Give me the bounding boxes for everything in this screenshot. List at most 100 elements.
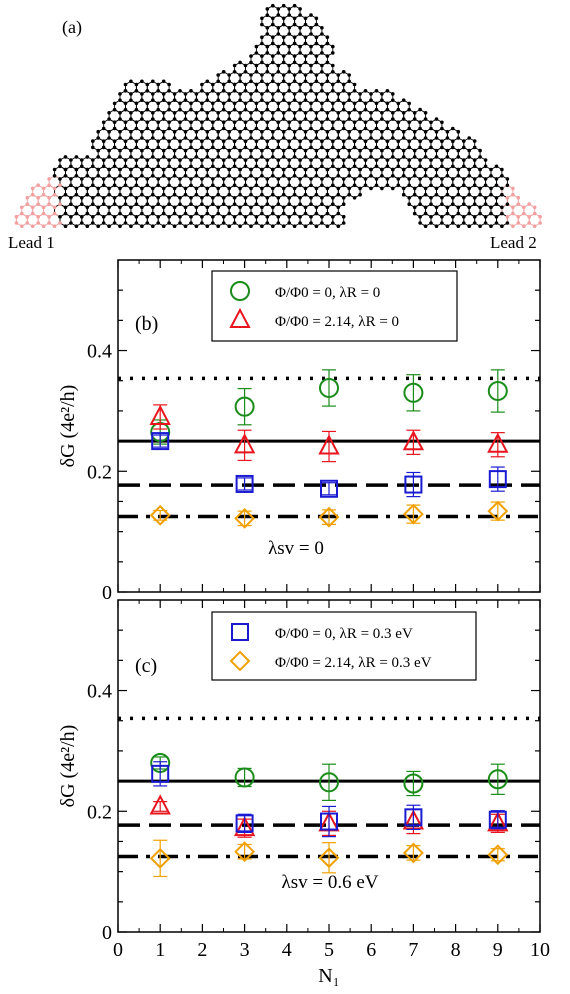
lattice-atom — [293, 206, 297, 210]
lattice-atom — [293, 187, 297, 191]
lattice-atom — [189, 177, 193, 181]
lattice-hexagon — [235, 214, 246, 227]
lattice-atom — [151, 98, 155, 102]
lattice-atom — [222, 83, 226, 87]
lattice-atom — [424, 130, 428, 134]
lattice-atom — [113, 215, 117, 219]
lattice-atom — [446, 212, 450, 216]
lattice-atom — [156, 139, 160, 143]
lattice-atom — [184, 206, 188, 210]
lattice-atom — [320, 32, 324, 36]
lattice-atom — [473, 196, 477, 200]
lattice-atom — [418, 108, 422, 112]
lattice-atom — [282, 4, 286, 8]
lattice-atom — [277, 102, 281, 106]
lattice-atom — [287, 184, 291, 188]
lattice-atom — [293, 17, 297, 21]
lattice-atom — [304, 42, 308, 46]
lattice-atom — [129, 117, 133, 121]
lattice-atom — [277, 45, 281, 49]
lattice-atom — [326, 92, 330, 96]
lattice-atom — [337, 193, 341, 197]
lattice-atom — [358, 187, 362, 191]
lattice-atom — [298, 70, 302, 74]
lattice-atom — [342, 215, 346, 219]
lattice-atom — [287, 51, 291, 55]
lattice-atom — [424, 111, 428, 115]
lattice-atom — [309, 165, 313, 169]
lattice-atom — [178, 102, 182, 106]
lattice-atom — [140, 168, 144, 172]
lattice-atom — [467, 193, 471, 197]
lattice-atom — [233, 70, 237, 74]
lattice-atom — [304, 136, 308, 140]
lattice-atom — [457, 168, 461, 172]
lattice-atom — [266, 165, 270, 169]
lattice-atom — [255, 127, 259, 131]
lattice-atom — [249, 155, 253, 159]
lattice-atom — [156, 127, 160, 131]
lattice-atom — [407, 127, 411, 131]
lattice-atom — [304, 206, 308, 210]
lattice-atom — [140, 136, 144, 140]
lattice-atom — [331, 158, 335, 162]
lattice-atom — [358, 92, 362, 96]
lattice-atom — [457, 187, 461, 191]
lattice-atom — [397, 184, 401, 188]
lattice-atom — [86, 206, 90, 210]
lattice-atom — [271, 149, 275, 153]
lattice-atom — [489, 212, 493, 216]
lattice-atom — [386, 120, 390, 124]
lattice-atom — [473, 184, 477, 188]
lattice-atom — [80, 196, 84, 200]
x-tick-label: 10 — [530, 939, 550, 961]
lattice-atom — [407, 120, 411, 124]
lattice-atom — [364, 158, 368, 162]
lattice-atom — [495, 196, 499, 200]
lattice-atom — [20, 224, 24, 228]
lattice-atom — [156, 102, 160, 106]
lattice-atom — [206, 206, 210, 210]
lattice-atom — [189, 196, 193, 200]
lattice-atom — [151, 174, 155, 178]
lattice-atom — [189, 120, 193, 124]
lattice-atom — [140, 80, 144, 84]
lattice-atom — [173, 111, 177, 115]
lattice-atom — [173, 130, 177, 134]
lattice-atom — [407, 196, 411, 200]
lattice-atom — [107, 117, 111, 121]
lattice-atom — [375, 120, 379, 124]
lattice-hexagon — [104, 214, 115, 227]
lattice-atom — [358, 193, 362, 197]
lattice-atom — [255, 102, 259, 106]
lattice-atom — [195, 136, 199, 140]
lattice-atom — [402, 117, 406, 121]
lattice-atom — [478, 149, 482, 153]
lattice-atom — [244, 83, 248, 87]
lattice-atom — [369, 136, 373, 140]
lattice-atom — [156, 108, 160, 112]
panel-c-label: (c) — [135, 655, 157, 677]
lattice-atom — [413, 130, 417, 134]
lattice-atom — [227, 111, 231, 115]
lattice-atom — [271, 224, 275, 228]
lattice-atom — [64, 193, 68, 197]
lattice-atom — [347, 98, 351, 102]
lattice-atom — [326, 98, 330, 102]
lattice-atom — [140, 149, 144, 153]
lattice-atom — [309, 108, 313, 112]
lattice-atom — [75, 187, 79, 191]
lattice-hexagon — [289, 214, 300, 227]
lattice-atom — [200, 108, 204, 112]
lattice-atom — [206, 224, 210, 228]
lattice-atom — [162, 187, 166, 191]
lattice-atom — [304, 193, 308, 197]
lattice-atom — [424, 212, 428, 216]
lattice-atom — [96, 193, 100, 197]
lattice-atom — [495, 202, 499, 206]
lattice-atom — [64, 212, 68, 216]
lattice-atom — [467, 206, 471, 210]
lattice-atom — [124, 215, 128, 219]
lattice-atom — [244, 102, 248, 106]
lattice-atom — [162, 174, 166, 178]
